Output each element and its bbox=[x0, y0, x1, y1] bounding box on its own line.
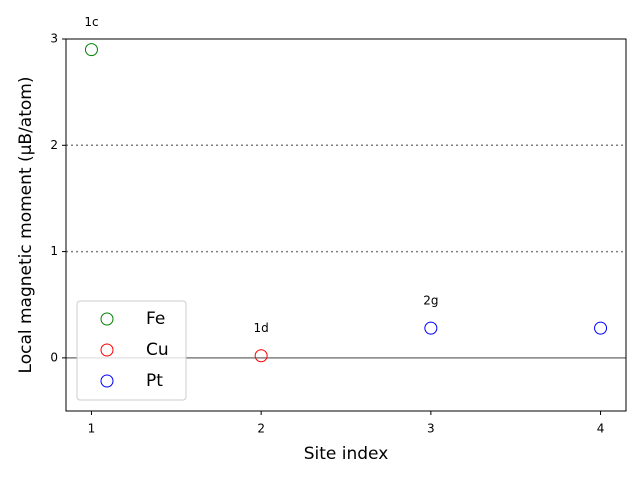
x-tick-label: 1 bbox=[88, 422, 96, 436]
legend-marker bbox=[100, 374, 114, 388]
x-axis-label: Site index bbox=[304, 444, 389, 464]
legend-marker bbox=[100, 343, 114, 357]
legend-marker bbox=[100, 312, 114, 326]
y-tick-label: 3 bbox=[50, 32, 58, 46]
y-tick-label: 2 bbox=[50, 138, 58, 152]
y-tick-label: 0 bbox=[50, 350, 58, 364]
point bbox=[84, 43, 98, 57]
point bbox=[424, 321, 438, 335]
legend-box bbox=[76, 300, 187, 401]
y-axis-label: Local magnetic moment (μB/atom) bbox=[16, 77, 36, 374]
legend-label: Cu bbox=[146, 340, 169, 360]
x-tick-label: 3 bbox=[427, 422, 435, 436]
point bbox=[254, 349, 268, 363]
annotation: 1d bbox=[254, 321, 269, 335]
plot-frame bbox=[65, 38, 627, 412]
legend-label: Pt bbox=[146, 371, 163, 391]
y-tick-label: 1 bbox=[50, 244, 58, 258]
annotation: 1c bbox=[84, 15, 98, 29]
annotation: 2g bbox=[423, 294, 438, 308]
x-tick-label: 2 bbox=[257, 422, 265, 436]
x-tick-label: 4 bbox=[597, 422, 605, 436]
point bbox=[594, 321, 608, 335]
legend-label: Fe bbox=[146, 309, 165, 329]
